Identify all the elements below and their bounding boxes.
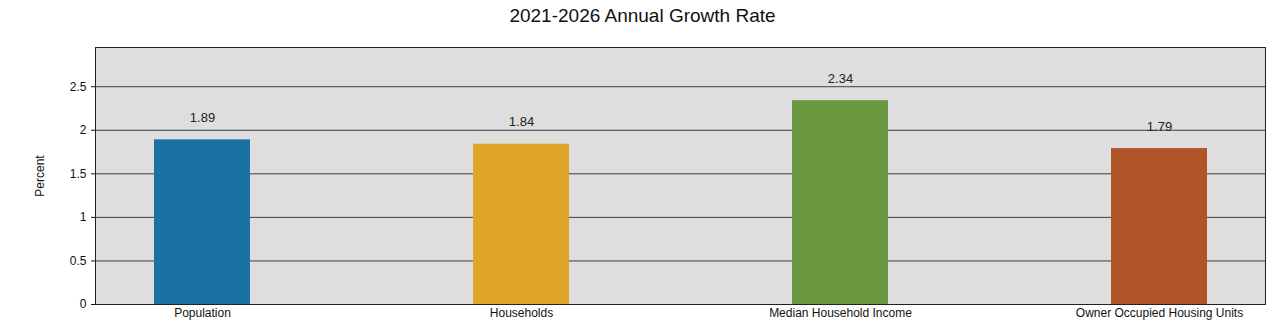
svg-text:Owner Occupied Housing Units: Owner Occupied Housing Units (1076, 306, 1243, 320)
svg-text:Percent: Percent (33, 155, 47, 197)
svg-text:1.84: 1.84 (509, 114, 534, 129)
svg-text:0.5: 0.5 (70, 254, 87, 268)
svg-text:1: 1 (80, 210, 87, 224)
svg-text:0: 0 (80, 297, 87, 311)
html-text:2021-2026 Annual Growth Rate: 2021-2026 Annual Growth Rate (509, 5, 776, 26)
svg-text:Median Household Income: Median Household Income (769, 306, 912, 320)
svg-text:2: 2 (80, 123, 87, 137)
svg-text:1.79: 1.79 (1147, 119, 1172, 134)
svg-text:1.5: 1.5 (70, 167, 87, 181)
svg-text:1.89: 1.89 (190, 110, 215, 125)
svg-text:2.34: 2.34 (828, 71, 853, 86)
svg-text:Households: Households (490, 306, 553, 320)
svg-text:2.5: 2.5 (70, 80, 87, 94)
svg-text:Population: Population (174, 306, 231, 320)
